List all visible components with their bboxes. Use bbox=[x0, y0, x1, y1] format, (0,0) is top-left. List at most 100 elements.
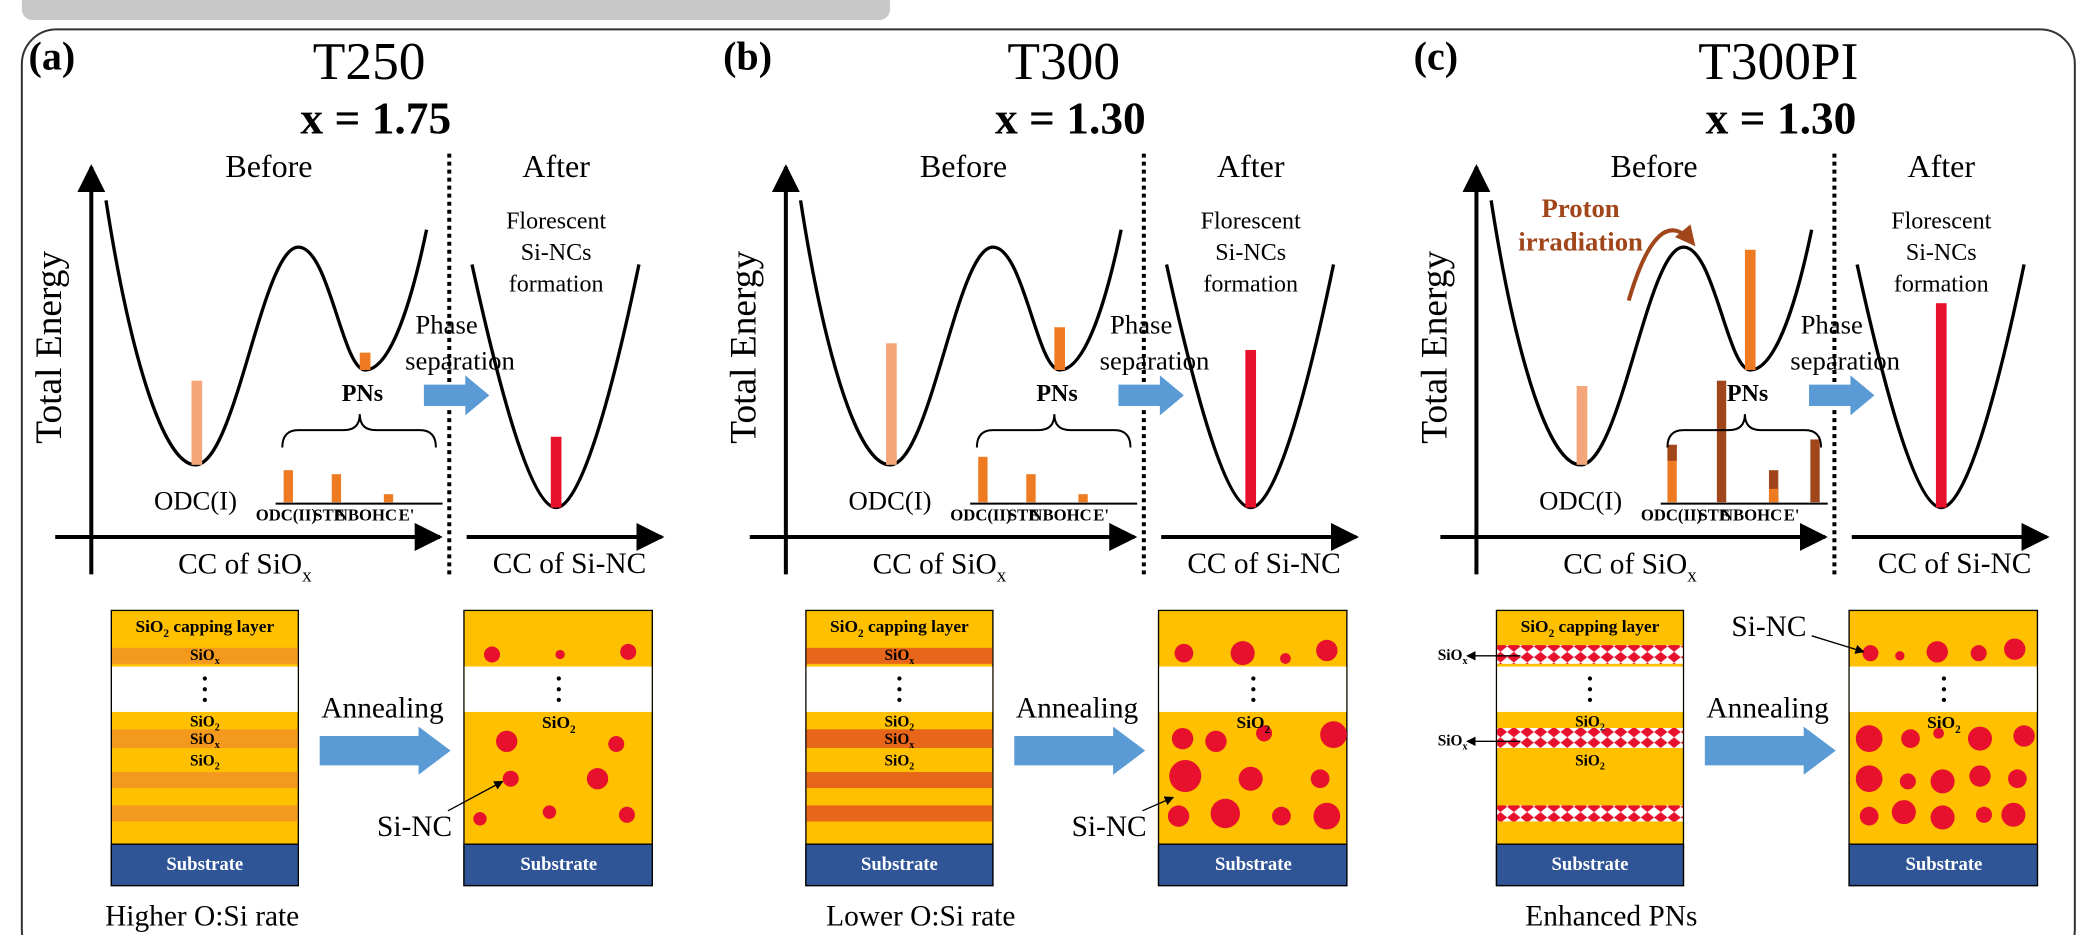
si-nc bbox=[1239, 767, 1263, 791]
defect-label: E' bbox=[399, 506, 415, 525]
defect-bar bbox=[1026, 474, 1035, 502]
si-nc bbox=[1168, 805, 1189, 826]
process-label: Annealing bbox=[1706, 692, 1829, 724]
defect-bar bbox=[1717, 381, 1726, 503]
substrate-label: Substrate bbox=[1215, 854, 1292, 875]
ellipsis-dot bbox=[897, 698, 901, 702]
y-axis-title: Total Energy bbox=[724, 251, 765, 444]
si-nc bbox=[1316, 640, 1337, 661]
subscript: x bbox=[215, 656, 220, 667]
si-nc bbox=[1211, 799, 1240, 828]
si-nc bbox=[1895, 651, 1904, 660]
text-part: SiO bbox=[830, 617, 858, 636]
sio-x-layer bbox=[1497, 805, 1683, 821]
ground-defect-label: ODC(I) bbox=[154, 486, 237, 516]
sio-x-layer bbox=[112, 805, 298, 821]
pn-bar bbox=[1745, 250, 1756, 370]
annotation: irradiation bbox=[1518, 227, 1643, 257]
brace bbox=[977, 414, 1131, 447]
page: (a)T250x = 1.75BeforeAfterTotal EnergyPN… bbox=[0, 0, 2094, 935]
process-label: Annealing bbox=[1016, 692, 1139, 724]
si-nc bbox=[620, 644, 636, 660]
process-arrow bbox=[424, 375, 489, 415]
subscript: 2 bbox=[1600, 722, 1605, 733]
nc-label: Si-NC bbox=[1072, 811, 1147, 843]
process-arrow bbox=[320, 727, 451, 775]
x-value: x = 1.30 bbox=[1706, 93, 1857, 143]
annotation: Proton bbox=[1542, 193, 1620, 223]
si-nc bbox=[2013, 725, 2034, 746]
text-part: capping layer bbox=[169, 617, 274, 636]
subscript: 2 bbox=[570, 724, 576, 736]
x-axis-title: CC of SiOx bbox=[178, 548, 312, 586]
after-note: Si-NCs bbox=[1215, 240, 1286, 266]
panel-label: (a) bbox=[29, 33, 76, 78]
before-label: Before bbox=[1610, 148, 1697, 184]
subscript: 2 bbox=[1600, 761, 1605, 772]
ellipsis-dot bbox=[1942, 698, 1946, 702]
after-note: Florescent bbox=[1891, 209, 1991, 235]
transition-label: separation bbox=[405, 345, 515, 375]
si-nc bbox=[1320, 721, 1347, 748]
text-part: SiO bbox=[1237, 713, 1265, 732]
si-nc bbox=[1931, 769, 1955, 793]
subscript: 2 bbox=[1265, 724, 1271, 736]
ellipsis-dot bbox=[897, 676, 901, 680]
si-nc bbox=[1313, 803, 1340, 830]
after-label: After bbox=[1907, 148, 1975, 184]
transition-label: Phase bbox=[415, 309, 477, 339]
after-note: formation bbox=[509, 271, 604, 297]
text-part: SiO bbox=[190, 713, 215, 730]
si-nc bbox=[1862, 645, 1878, 661]
subscript: 2 bbox=[215, 722, 220, 733]
si-nc bbox=[1931, 805, 1955, 829]
transition-label: separation bbox=[1100, 345, 1210, 375]
x-value: x = 1.30 bbox=[995, 93, 1146, 143]
ellipsis-dot bbox=[1588, 676, 1592, 680]
text-part: SiO bbox=[1927, 713, 1955, 732]
si-nc bbox=[473, 812, 486, 825]
si-nc bbox=[1901, 729, 1920, 748]
ellipsis-dot bbox=[1251, 698, 1255, 702]
defect-label: E' bbox=[1784, 506, 1800, 525]
si-nc bbox=[484, 646, 500, 662]
after-note: Florescent bbox=[1201, 209, 1301, 235]
text-part: CC of SiO bbox=[178, 548, 302, 580]
subscript: x bbox=[1462, 656, 1467, 667]
defect-label: NBOHC bbox=[1030, 506, 1091, 525]
ellipsis-dot bbox=[557, 698, 561, 702]
panel-title: T250 bbox=[313, 31, 426, 91]
text-part: SiO bbox=[190, 752, 215, 769]
subscript: x bbox=[909, 656, 914, 667]
defect-label: ODC(II) bbox=[950, 506, 1011, 525]
ellipsis-dot bbox=[1251, 687, 1255, 691]
panel-label: (b) bbox=[723, 33, 772, 78]
after-label: After bbox=[1217, 148, 1285, 184]
subscript: x bbox=[997, 565, 1007, 586]
subscript: x bbox=[1462, 741, 1467, 752]
text-part: SiO bbox=[1438, 732, 1463, 749]
text-part: SiO bbox=[135, 617, 163, 636]
x-axis-title: CC of SiOx bbox=[1563, 548, 1697, 586]
odc-bar bbox=[886, 343, 897, 465]
si-nc bbox=[2001, 803, 2025, 827]
si-nc bbox=[1272, 807, 1291, 826]
transition-label: separation bbox=[1790, 345, 1900, 375]
y-axis-title: Total Energy bbox=[1414, 251, 1455, 444]
before-label: Before bbox=[225, 148, 312, 184]
panel-title: T300PI bbox=[1698, 31, 1858, 91]
si-nc bbox=[1892, 800, 1916, 824]
ground-defect-label: ODC(I) bbox=[849, 486, 932, 516]
substrate-label: Substrate bbox=[166, 854, 243, 875]
odc-bar bbox=[191, 381, 202, 465]
nc-bar bbox=[551, 437, 562, 508]
substrate-label: Substrate bbox=[1552, 854, 1629, 875]
sio-x-layer bbox=[1497, 728, 1683, 748]
defect-bar bbox=[978, 457, 987, 502]
sio-x-layer bbox=[112, 772, 298, 788]
ellipsis-dot bbox=[1251, 676, 1255, 680]
text-part: SiO bbox=[1521, 617, 1549, 636]
after-note: Si-NCs bbox=[1906, 240, 1977, 266]
subscript: x bbox=[302, 565, 312, 586]
text-part: capping layer bbox=[1554, 617, 1659, 636]
